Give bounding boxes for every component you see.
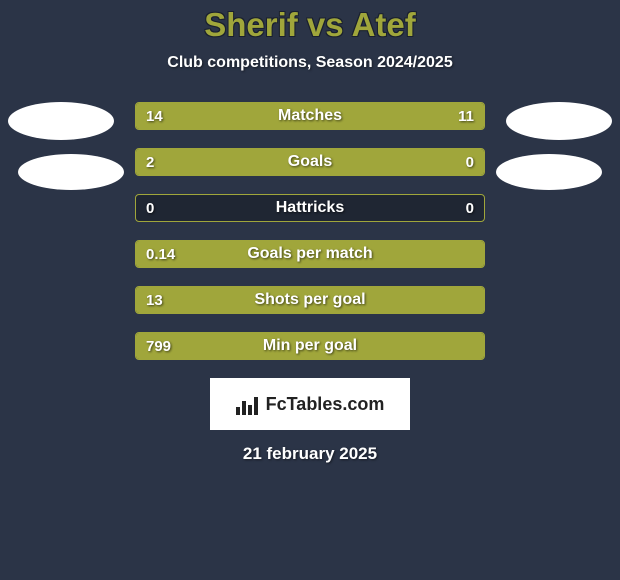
bar-row-hattricks: 0 Hattricks 0: [135, 194, 485, 222]
bar-value-left: 0: [146, 195, 154, 221]
bar-fill-left: [136, 149, 397, 175]
logo-text: FcTables.com: [266, 394, 385, 415]
avatar-right-2: [496, 154, 602, 190]
bar-fill-left: [136, 287, 484, 313]
bar-row-matches: 14 Matches 11: [135, 102, 485, 130]
page-root: Sherif vs Atef Club competitions, Season…: [0, 0, 620, 580]
bar-fill-right: [397, 149, 484, 175]
bar-value-right: 0: [466, 195, 474, 221]
avatar-left-1: [8, 102, 114, 140]
bar-fill-left: [136, 241, 484, 267]
avatar-right-1: [506, 102, 612, 140]
logo-box: FcTables.com: [210, 378, 410, 430]
date-text: 21 february 2025: [0, 444, 620, 464]
bar-chart-icon: [236, 393, 262, 415]
bar-fill-right: [331, 103, 484, 129]
bar-row-mpg: 799 Min per goal: [135, 332, 485, 360]
page-title: Sherif vs Atef: [0, 6, 620, 44]
bar-fill-left: [136, 103, 331, 129]
page-subtitle: Club competitions, Season 2024/2025: [0, 54, 620, 72]
bar-label: Hattricks: [136, 195, 484, 221]
avatar-left-2: [18, 154, 124, 190]
bar-row-gpm: 0.14 Goals per match: [135, 240, 485, 268]
bar-row-goals: 2 Goals 0: [135, 148, 485, 176]
bar-fill-left: [136, 333, 484, 359]
chart-area: 14 Matches 11 2 Goals 0 0 Hattricks 0: [0, 102, 620, 464]
bars-container: 14 Matches 11 2 Goals 0 0 Hattricks 0: [135, 102, 485, 360]
bar-row-spg: 13 Shots per goal: [135, 286, 485, 314]
